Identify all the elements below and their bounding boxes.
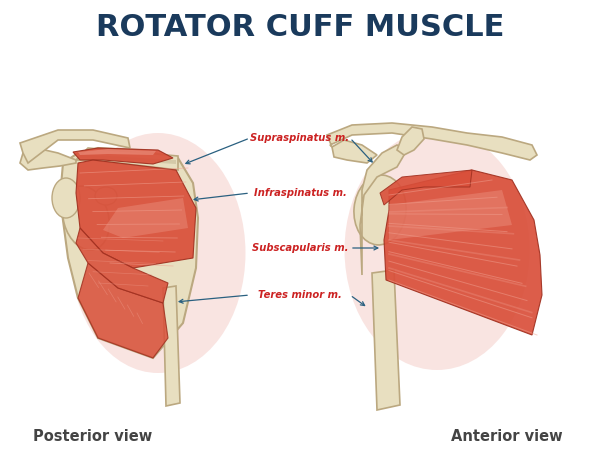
Polygon shape bbox=[384, 170, 542, 335]
Polygon shape bbox=[380, 170, 472, 205]
Ellipse shape bbox=[71, 133, 245, 373]
Polygon shape bbox=[76, 148, 178, 170]
Text: ROTATOR CUFF MUSCLE: ROTATOR CUFF MUSCLE bbox=[96, 13, 504, 43]
Polygon shape bbox=[20, 130, 130, 163]
Polygon shape bbox=[20, 148, 76, 170]
Ellipse shape bbox=[52, 178, 80, 218]
Polygon shape bbox=[78, 154, 176, 164]
Polygon shape bbox=[76, 160, 196, 268]
Text: Posterior view: Posterior view bbox=[34, 429, 152, 444]
Text: Infraspinatus m.: Infraspinatus m. bbox=[254, 188, 346, 198]
Polygon shape bbox=[327, 123, 537, 160]
Polygon shape bbox=[360, 145, 407, 275]
Ellipse shape bbox=[95, 187, 117, 205]
Polygon shape bbox=[73, 148, 173, 164]
Text: Supraspinatus m.: Supraspinatus m. bbox=[251, 133, 349, 143]
Polygon shape bbox=[103, 198, 188, 238]
Text: Teres minor m.: Teres minor m. bbox=[258, 290, 342, 300]
Polygon shape bbox=[163, 286, 180, 406]
Polygon shape bbox=[389, 190, 512, 240]
Text: Subscapularis m.: Subscapularis m. bbox=[252, 243, 348, 253]
Polygon shape bbox=[332, 140, 377, 163]
Polygon shape bbox=[372, 270, 400, 410]
Ellipse shape bbox=[354, 175, 406, 245]
Ellipse shape bbox=[62, 186, 109, 250]
Polygon shape bbox=[76, 228, 168, 303]
Ellipse shape bbox=[344, 130, 530, 370]
Text: Anterior view: Anterior view bbox=[451, 429, 563, 444]
Polygon shape bbox=[397, 127, 424, 155]
Polygon shape bbox=[78, 149, 156, 155]
Polygon shape bbox=[78, 263, 168, 358]
Polygon shape bbox=[60, 148, 198, 358]
